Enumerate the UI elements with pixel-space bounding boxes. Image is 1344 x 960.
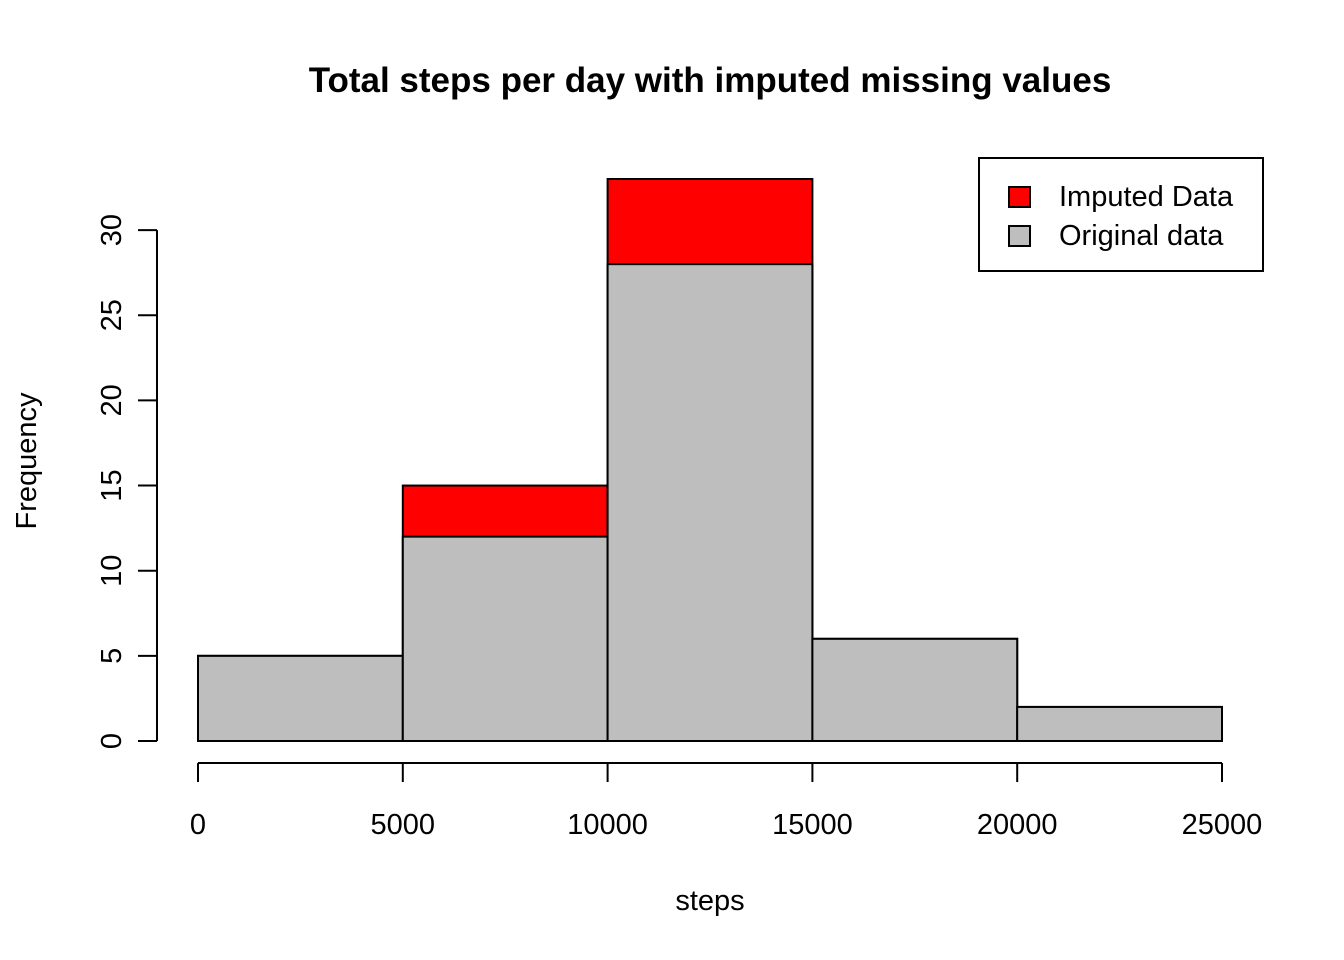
- legend-swatch: [1008, 225, 1031, 247]
- bars-group: [197, 178, 1224, 743]
- x-axis-title: steps: [675, 885, 744, 917]
- chart-title: Total steps per day with imputed missing…: [309, 61, 1112, 100]
- y-tick-label: 25: [96, 299, 128, 331]
- bar-original-3: [811, 637, 1019, 743]
- y-axis: 0 5 10 15 20 25 30: [96, 214, 158, 749]
- legend-box: [978, 157, 1264, 272]
- y-tick-label: 5: [96, 648, 128, 664]
- legend-label: Original data: [1059, 220, 1224, 252]
- y-tick-label: 10: [96, 555, 128, 587]
- bar-original-0: [197, 654, 404, 742]
- y-tick-label: 15: [96, 469, 128, 501]
- bar-original-2: [606, 263, 814, 742]
- bar-original-4: [1016, 705, 1224, 743]
- legend: Imputed Data Original data: [978, 157, 1264, 272]
- legend-label: Imputed Data: [1059, 181, 1234, 213]
- x-axis: 0 5000 10000 15000 20000 25000: [190, 762, 1263, 841]
- y-tick-label: 20: [96, 384, 128, 416]
- x-tick-label: 15000: [772, 809, 853, 841]
- x-tick-label: 20000: [977, 809, 1058, 841]
- y-tick-label: 30: [96, 214, 128, 246]
- bar-original-1: [401, 535, 609, 743]
- y-axis-title: Frequency: [11, 392, 43, 530]
- x-tick-label: 5000: [371, 809, 436, 841]
- x-tick-label: 0: [190, 809, 206, 841]
- x-tick-label: 10000: [567, 809, 648, 841]
- y-tick-label: 0: [96, 733, 128, 749]
- legend-swatch: [1008, 186, 1031, 208]
- x-tick-label: 25000: [1182, 809, 1263, 841]
